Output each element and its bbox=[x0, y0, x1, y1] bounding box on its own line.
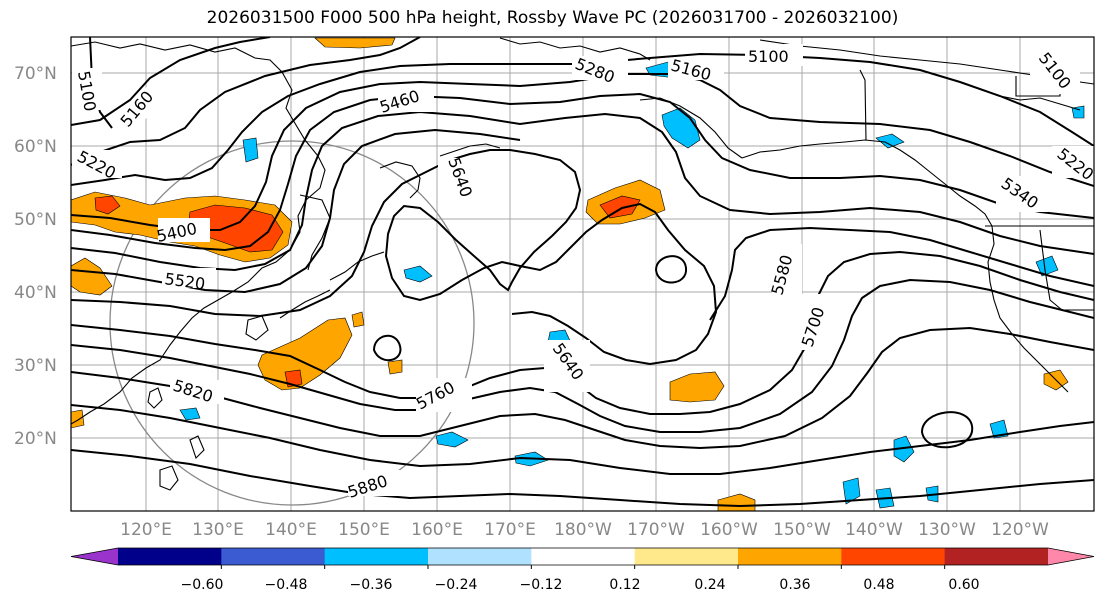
colorbar-tick-label: −0.60 bbox=[181, 577, 224, 593]
negative-anomaly bbox=[893, 435, 915, 463]
lon-label: 160°E bbox=[411, 520, 463, 540]
colorbar-tick-label: −0.48 bbox=[265, 577, 308, 593]
longitude-labels: 120°E 130°E 140°E 150°E 160°E 170°E 180°… bbox=[120, 520, 1049, 540]
colorbar-segment bbox=[841, 548, 946, 565]
positive-anomaly bbox=[314, 37, 396, 49]
lon-label: 160°W bbox=[700, 520, 758, 540]
colorbar-tick-label: −0.12 bbox=[520, 577, 563, 593]
positive-anomaly bbox=[94, 195, 121, 215]
colorbar-segment bbox=[738, 548, 842, 565]
colorbar-tick-label: 0.60 bbox=[948, 577, 979, 593]
lon-label: 140°E bbox=[265, 520, 317, 540]
positive-anomaly bbox=[71, 257, 113, 296]
positive-anomaly bbox=[71, 409, 85, 429]
negative-anomaly bbox=[875, 133, 905, 149]
lon-label: 170°E bbox=[484, 520, 536, 540]
lon-label: 150°W bbox=[773, 520, 831, 540]
negative-anomaly bbox=[242, 137, 259, 163]
lon-label: 120°E bbox=[120, 520, 172, 540]
colorbar-segment bbox=[531, 548, 636, 565]
positive-anomaly bbox=[669, 371, 725, 403]
negative-anomaly bbox=[435, 431, 469, 448]
negative-anomaly bbox=[1035, 255, 1059, 277]
positive-anomaly bbox=[284, 369, 303, 388]
colorbar-segment bbox=[428, 548, 532, 565]
map-frame bbox=[70, 36, 1095, 512]
range-circle bbox=[109, 140, 475, 506]
colorbar-tick-label: 0.36 bbox=[779, 577, 810, 593]
negative-anomaly bbox=[842, 477, 861, 505]
colorbar-extend-max bbox=[1048, 548, 1094, 565]
colorbar-outline bbox=[70, 547, 1095, 566]
map-title: 2026031500 F000 500 hPa height, Rossby W… bbox=[206, 8, 899, 28]
colorbar-tick-label: −0.36 bbox=[350, 577, 393, 593]
lat-label: 40°N bbox=[14, 283, 57, 303]
colorbar-segment bbox=[944, 548, 1049, 565]
lon-label: 130°W bbox=[918, 520, 976, 540]
colorbar-segment bbox=[324, 548, 429, 565]
colorbar-extend-min bbox=[71, 548, 118, 565]
lon-label: 150°E bbox=[338, 520, 390, 540]
contour-labels: 5100 5160 5220 5400 5520 5820 5880 5460 … bbox=[72, 44, 1094, 502]
lat-label: 50°N bbox=[14, 210, 57, 230]
positive-anomaly bbox=[387, 359, 403, 375]
colorbar-tick-label: 0.48 bbox=[863, 577, 894, 593]
coastlines bbox=[71, 37, 1094, 491]
contour-label: 5100 bbox=[748, 47, 789, 66]
colorbar-tick-label: −0.24 bbox=[435, 577, 478, 593]
lat-label: 60°N bbox=[14, 137, 57, 157]
lon-label: 130°E bbox=[192, 520, 244, 540]
colorbar-tick-labels: −0.60 −0.48 −0.36 −0.24 −0.12 0.12 0.24 … bbox=[181, 577, 980, 593]
colorbar-segment bbox=[118, 548, 222, 565]
height-contours bbox=[71, 37, 1094, 508]
negative-anomaly bbox=[403, 265, 433, 283]
colorbar-segment bbox=[221, 548, 326, 565]
negative-anomaly bbox=[179, 407, 201, 421]
positive-anomaly bbox=[351, 311, 365, 328]
colorbar-tick-label: 0.24 bbox=[694, 577, 725, 593]
colorbar-tick-label: 0.12 bbox=[609, 577, 640, 593]
lon-label: 170°W bbox=[627, 520, 685, 540]
lat-label: 70°N bbox=[14, 64, 57, 84]
latitude-labels: 70°N 60°N 50°N 40°N 30°N 20°N bbox=[14, 64, 57, 449]
lon-label: 180°W bbox=[554, 520, 612, 540]
lon-label: 120°W bbox=[991, 520, 1049, 540]
colorbar bbox=[70, 547, 1095, 569]
lat-label: 20°N bbox=[14, 429, 57, 449]
lon-label: 140°W bbox=[845, 520, 903, 540]
colorbar-segment bbox=[634, 548, 739, 565]
lat-label: 30°N bbox=[14, 356, 57, 376]
negative-anomaly bbox=[989, 419, 1009, 439]
